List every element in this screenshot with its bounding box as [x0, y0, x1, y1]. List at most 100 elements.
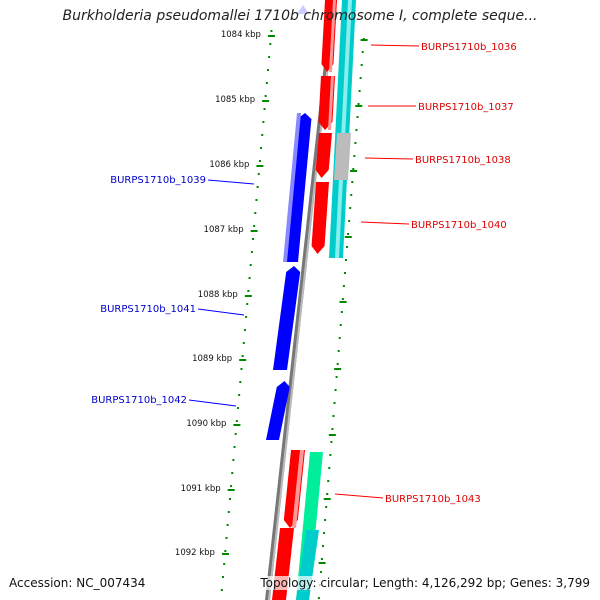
gene-label[interactable]: BURPS1710b_1042	[91, 395, 187, 406]
ruler-tick-label: 1091 kbp	[181, 484, 221, 494]
gene-label[interactable]: BURPS1710b_1039	[110, 175, 206, 186]
topology-text: Topology: circular; Length: 4,126,292 bp…	[260, 576, 590, 590]
ruler-dot	[235, 420, 238, 422]
ruler-dot	[237, 407, 240, 409]
gene-label[interactable]: BURPS1710b_1038	[415, 155, 511, 166]
ruler-dot	[320, 558, 323, 560]
gene-burps1710b-1042[interactable]	[266, 381, 290, 440]
gene-label[interactable]: BURPS1710b_1041	[100, 304, 196, 315]
ruler: 1084 kbp 1085 kbp 1086 kbp 1087 kbp 1088 kbp…	[175, 30, 368, 564]
ruler-dot	[234, 433, 237, 435]
ruler-tick	[244, 295, 252, 297]
ruler-dot	[232, 459, 235, 461]
ruler-dot	[341, 298, 344, 300]
gene-label[interactable]: BURPS1710b_1037	[418, 102, 514, 113]
ruler-dot	[348, 220, 351, 222]
gene-labels: BURPS1710b_1036 BURPS1710b_1037 BURPS1710b…	[91, 42, 517, 505]
ruler-tick-label: 1090 kbp	[186, 419, 226, 429]
ruler-dot	[349, 207, 352, 209]
ruler-tick-label: 1087 kbp	[204, 225, 244, 235]
gene-burps1710b-1041[interactable]	[273, 266, 301, 370]
ruler-dot	[323, 532, 326, 534]
ruler-dot	[361, 51, 364, 53]
ruler-dot	[346, 246, 349, 248]
ruler-dot	[247, 290, 250, 292]
ruler-dot	[255, 199, 258, 201]
ruler-dot	[254, 212, 257, 214]
ruler-tick	[318, 562, 326, 564]
ruler-tick	[239, 359, 247, 361]
gene-label[interactable]: BURPS1710b_1043	[385, 494, 481, 505]
ruler-dot	[256, 186, 259, 188]
ruler-dot	[266, 69, 269, 71]
gene-leader-line	[370, 44, 420, 47]
ruler-tick-label: 1089 kbp	[192, 354, 232, 364]
gene-label[interactable]: BURPS1710b_1036	[421, 42, 517, 53]
ruler-dot	[327, 480, 330, 482]
ruler-tick	[355, 105, 363, 107]
ruler-dot	[338, 337, 341, 339]
ruler-tick	[256, 165, 264, 167]
ruler-dot	[345, 259, 347, 261]
ruler-dot	[353, 155, 356, 157]
ruler-dot	[240, 368, 243, 370]
gene-highlight[interactable]	[329, 0, 336, 72]
ruler-dot	[245, 316, 248, 318]
gene-highlight[interactable]	[328, 76, 334, 130]
ruler-dot	[322, 545, 325, 547]
gene-leader-line	[360, 221, 410, 225]
ruler-dot	[332, 415, 335, 417]
ruler-dot	[264, 95, 267, 97]
gene-label[interactable]: BURPS1710b_1040	[411, 220, 507, 231]
ruler-dot	[329, 454, 332, 456]
gene-leader-line	[364, 157, 414, 160]
ruler-dot	[248, 277, 251, 279]
ruler-tick	[334, 368, 342, 370]
ruler-dot	[337, 350, 340, 352]
ruler-dot	[223, 563, 226, 565]
ruler-dot	[262, 121, 265, 123]
ruler-tick	[360, 39, 368, 41]
ruler-dot	[233, 446, 236, 448]
gene-highlight[interactable]	[292, 450, 304, 528]
ruler-dot	[352, 168, 355, 170]
ruler-tick	[262, 100, 270, 102]
ruler-dot	[336, 363, 339, 365]
ruler-tick	[339, 301, 347, 303]
ruler-dot	[317, 597, 320, 599]
ruler-dot	[253, 225, 256, 227]
ruler-dot	[339, 324, 342, 326]
ruler-dot	[260, 147, 263, 149]
ruler-dot	[354, 142, 357, 144]
ruler-tick-label: 1088 kbp	[198, 290, 238, 300]
ruler-dot	[360, 64, 363, 66]
ruler-dot	[324, 519, 327, 521]
ruler-dot	[347, 233, 350, 235]
ruler-dot	[334, 389, 337, 391]
ruler-dot	[356, 116, 359, 118]
grey-feature[interactable]	[334, 133, 351, 180]
gene-burps1710b-1038[interactable]	[315, 133, 332, 178]
ruler-dot	[333, 402, 336, 404]
ruler-dot	[224, 550, 227, 552]
ruler-dot	[328, 467, 331, 469]
ruler-dot	[357, 103, 360, 105]
gene-leader-line	[334, 493, 384, 499]
ruler-tick	[267, 35, 275, 37]
gene-burps1710b-1040[interactable]	[311, 182, 329, 254]
gene-highlight[interactable]	[283, 113, 301, 262]
ruler-dot	[243, 329, 246, 331]
cyan-feature-highlight[interactable]	[335, 0, 352, 258]
ruler-dot	[239, 381, 242, 383]
ruler-dot	[342, 285, 345, 287]
nav-marker-icon[interactable]	[297, 5, 309, 14]
ruler-dot	[350, 194, 353, 196]
ruler-dot	[231, 472, 234, 474]
ruler-dot	[269, 43, 272, 45]
ruler-dot	[246, 303, 249, 305]
ruler-dot	[343, 272, 346, 274]
ruler-dot	[227, 511, 230, 513]
gene-burps1710b-1039[interactable]	[284, 113, 312, 262]
